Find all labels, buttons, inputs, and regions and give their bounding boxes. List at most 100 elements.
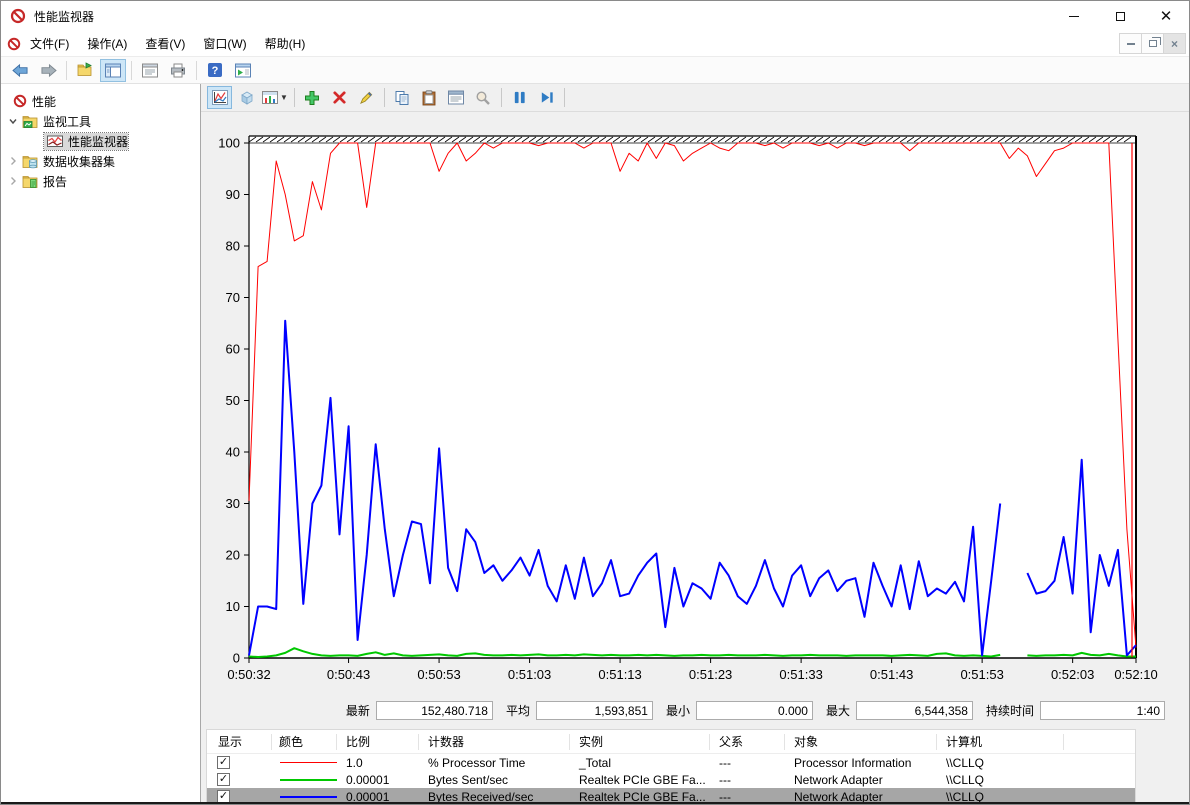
computer-cell: \\CLLQ — [946, 789, 985, 804]
cube-view-icon — [240, 91, 253, 105]
column-header-instance[interactable]: 实例 — [570, 733, 710, 750]
menu-window[interactable]: 窗口(W) — [203, 36, 247, 51]
copy-properties-button[interactable] — [390, 86, 415, 109]
perfmon-chart-icon — [47, 135, 63, 147]
instance-cell: Realtek PCIe GBE Fa... — [579, 789, 706, 804]
perfmon-menu-icon — [7, 37, 21, 50]
tree-label: 数据收集器集 — [43, 154, 116, 169]
show-checkbox[interactable]: ✓ — [217, 773, 230, 786]
action-pane-icon — [235, 63, 251, 77]
scale-cell: 0.00001 — [346, 772, 390, 787]
tree-item-reports[interactable]: 报告 — [1, 171, 200, 191]
menu-view[interactable]: 查看(V) — [145, 36, 186, 51]
svg-text:60: 60 — [226, 342, 240, 357]
mdi-restore-icon — [1148, 37, 1161, 47]
column-header-filler — [1064, 734, 1135, 750]
paste-counter-list-icon — [422, 89, 436, 105]
column-header-scale[interactable]: 比例 — [337, 733, 419, 750]
export-list-button[interactable] — [72, 59, 98, 82]
histogram-view-icon — [262, 91, 278, 104]
latest-value: 152,480.718 — [375, 700, 493, 720]
show-checkbox[interactable]: ✓ — [217, 756, 230, 769]
performance-icon — [13, 94, 27, 108]
latest-label: 最新 — [345, 703, 370, 718]
title-bar: 性能监视器 ✕ — [1, 1, 1189, 31]
properties-window-button[interactable] — [137, 59, 163, 82]
column-header-parent[interactable]: 父系 — [710, 733, 785, 750]
average-value: 1,593,851 — [535, 700, 653, 720]
maximum-label: 最大 — [825, 703, 850, 718]
object-cell: Network Adapter — [794, 772, 883, 787]
dropdown-arrow-icon[interactable]: ▼ — [280, 93, 288, 102]
tree-item-performance[interactable]: 性能 — [1, 91, 200, 111]
legend-row[interactable]: ✓ 0.00001 Bytes Received/sec Realtek PCIe G… — [207, 788, 1135, 804]
minimum-value: 0.000 — [695, 700, 813, 720]
show-cell: ✓ — [207, 773, 272, 786]
color-cell — [272, 762, 337, 763]
perfmon-view-panel: ▼ — [201, 84, 1190, 804]
mdi-restore-button[interactable] — [1141, 33, 1164, 54]
svg-text:20: 20 — [226, 548, 240, 563]
mdi-minimize-button[interactable] — [1119, 33, 1142, 54]
average-label: 平均 — [505, 703, 530, 718]
column-header-show[interactable]: 显示 — [207, 733, 272, 750]
tree-label: 性能监视器 — [68, 134, 129, 149]
menu-help[interactable]: 帮助(H) — [264, 36, 306, 51]
freeze-display-button[interactable] — [507, 86, 532, 109]
zoom-button[interactable] — [471, 86, 496, 109]
menu-file[interactable]: 文件(F) — [30, 36, 70, 51]
add-counter-button[interactable] — [300, 86, 325, 109]
parent-cell: --- — [719, 772, 731, 787]
print-icon — [171, 63, 185, 77]
computer-cell: \\CLLQ — [946, 772, 985, 787]
minimize-button[interactable] — [1051, 1, 1097, 31]
chevron-collapsed-icon[interactable] — [7, 175, 19, 187]
svg-text:0:52:03: 0:52:03 — [1051, 667, 1094, 682]
update-data-button[interactable] — [534, 86, 559, 109]
forward-button[interactable] — [35, 59, 61, 82]
svg-text:0:50:43: 0:50:43 — [327, 667, 370, 682]
tree-item-performance-monitor[interactable]: 性能监视器 — [1, 131, 200, 151]
column-header-computer[interactable]: 计算机 — [937, 733, 1064, 750]
chart-type-report-button[interactable]: ▼ — [261, 86, 289, 109]
delete-counter-button[interactable] — [327, 86, 352, 109]
back-button[interactable] — [7, 59, 33, 82]
maximize-button[interactable] — [1097, 1, 1143, 31]
chevron-expanded-icon[interactable] — [7, 115, 19, 127]
show-tree-button[interactable] — [100, 58, 126, 82]
counter-cell: Bytes Sent/sec — [428, 772, 509, 787]
column-header-counter[interactable]: 计数器 — [419, 733, 570, 750]
parent-cell: --- — [719, 789, 731, 804]
chart-type-line-button[interactable] — [207, 86, 232, 109]
column-header-object[interactable]: 对象 — [785, 733, 937, 750]
toolbar-separator — [196, 60, 197, 80]
help-button[interactable]: ? — [202, 59, 228, 82]
properties-button[interactable] — [444, 86, 469, 109]
svg-text:0:51:13: 0:51:13 — [598, 667, 641, 682]
export-list-icon — [77, 62, 92, 76]
object-cell: Processor Information — [794, 755, 912, 770]
legend-row[interactable]: ✓ 1.0 % Processor Time _Total --- Processor I… — [207, 754, 1135, 771]
action-pane-button[interactable] — [230, 59, 256, 82]
tree-item-monitor-tools[interactable]: 监视工具 — [1, 111, 200, 131]
scale-cell: 0.00001 — [346, 789, 390, 804]
legend-row[interactable]: ✓ 0.00001 Bytes Sent/sec Realtek PCIe GBE F… — [207, 771, 1135, 788]
menu-action[interactable]: 操作(A) — [87, 36, 128, 51]
instance-cell: Realtek PCIe GBE Fa... — [579, 772, 706, 787]
chevron-collapsed-icon[interactable] — [7, 155, 19, 167]
print-button[interactable] — [165, 59, 191, 82]
svg-text:0:51:53: 0:51:53 — [960, 667, 1003, 682]
column-header-color[interactable]: 颜色 — [272, 733, 337, 750]
tree-selected-item: 性能监视器 — [42, 131, 130, 151]
toolbar-separator — [66, 60, 67, 80]
svg-text:90: 90 — [226, 187, 240, 202]
mdi-close-button[interactable]: × — [1163, 33, 1186, 54]
close-button[interactable]: ✕ — [1143, 1, 1189, 31]
tree-item-data-collector-sets[interactable]: 数据收集器集 — [1, 151, 200, 171]
highlight-button[interactable] — [354, 86, 379, 109]
paste-counter-list-button[interactable] — [417, 86, 442, 109]
counter-cell: Bytes Received/sec — [428, 789, 534, 804]
chart-type-histogram-button[interactable] — [234, 86, 259, 109]
properties-window-icon — [142, 63, 158, 77]
